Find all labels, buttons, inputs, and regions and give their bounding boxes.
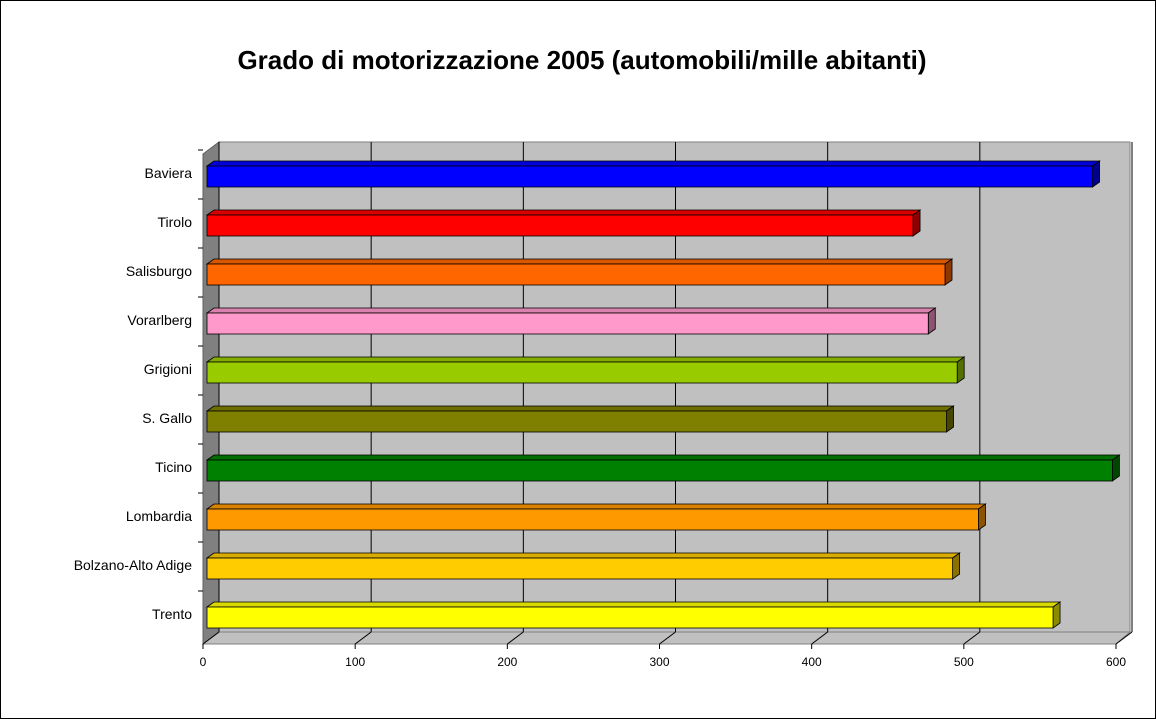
x-tick-label: 600	[1106, 655, 1126, 669]
y-tick-label: Ticino	[155, 459, 192, 475]
y-tick-label: Grigioni	[144, 361, 192, 377]
bar-front	[206, 361, 958, 384]
bar-side	[1092, 160, 1101, 188]
bar	[205, 405, 955, 433]
grid-line	[1115, 631, 1133, 645]
bar-front	[206, 312, 929, 335]
y-tick-label: Baviera	[145, 165, 193, 181]
x-tick-label: 400	[802, 655, 822, 669]
bar-side	[956, 356, 965, 384]
x-tick-label: 200	[497, 655, 517, 669]
y-tick-label: S. Gallo	[142, 410, 192, 426]
bar-top	[205, 209, 922, 216]
y-tick-label: Lombardia	[126, 508, 192, 524]
bar	[205, 454, 1121, 482]
bar-top	[205, 356, 966, 363]
bar-side	[944, 258, 953, 286]
bar	[205, 601, 1062, 629]
bar-front	[206, 214, 914, 237]
bar-front	[206, 165, 1094, 188]
x-tick-label: 100	[345, 655, 365, 669]
bar-front	[206, 263, 946, 286]
bar-top	[205, 601, 1062, 608]
bar-top	[205, 503, 987, 510]
grid-line	[354, 631, 372, 645]
bar-front	[206, 557, 954, 580]
x-tick-label: 300	[649, 655, 669, 669]
bar-top	[205, 307, 937, 314]
x-tick-label: 500	[954, 655, 974, 669]
bar-front	[206, 606, 1054, 629]
bar-side	[1111, 454, 1120, 482]
bar-side	[978, 503, 986, 531]
grid-line	[507, 631, 524, 645]
bar-top	[205, 552, 961, 559]
bar	[205, 503, 987, 531]
bar-side	[927, 307, 936, 335]
bar-side	[912, 209, 921, 237]
bar	[205, 552, 961, 580]
y-tick-label: Salisburgo	[126, 263, 192, 279]
bar-top	[205, 258, 954, 265]
bar-front	[206, 459, 1113, 482]
grid-line	[811, 631, 828, 645]
bar-front	[206, 508, 979, 531]
chart-title: Grado di motorizzazione 2005 (automobili…	[237, 45, 926, 75]
grid-line	[963, 631, 981, 645]
bar-side	[946, 405, 954, 433]
bar	[205, 307, 937, 335]
y-tick-label: Trento	[152, 606, 192, 622]
grid-line	[202, 631, 220, 645]
bar	[205, 258, 954, 286]
bar-side	[1052, 601, 1061, 629]
bar-front	[206, 410, 947, 433]
floor	[201, 631, 1132, 645]
bar-top	[205, 160, 1101, 167]
y-tick-label: Vorarlberg	[127, 312, 192, 328]
bar	[205, 160, 1101, 188]
x-tick-label: 0	[200, 655, 207, 669]
bar	[205, 209, 922, 237]
bar-side	[952, 552, 961, 580]
bar	[205, 356, 966, 384]
grid-line	[659, 631, 676, 645]
y-tick-label: Tirolo	[158, 214, 193, 230]
bar-top	[205, 405, 955, 412]
y-tick-label: Bolzano-Alto Adige	[74, 557, 193, 573]
bar-top	[205, 454, 1121, 461]
